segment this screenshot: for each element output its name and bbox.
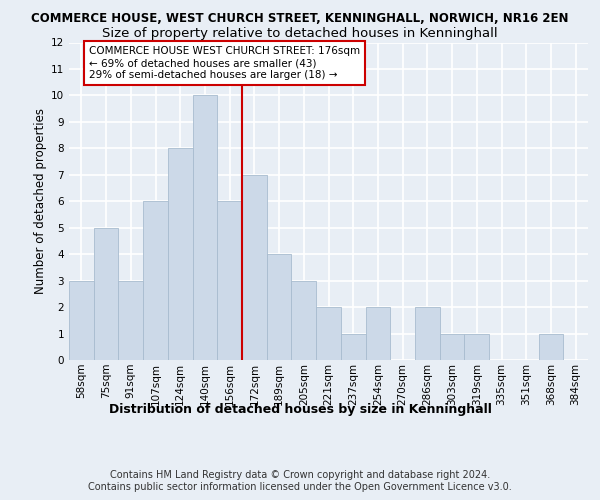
Bar bbox=[539, 334, 563, 360]
Bar bbox=[365, 307, 390, 360]
Bar bbox=[217, 201, 242, 360]
Bar bbox=[118, 280, 143, 360]
Bar bbox=[464, 334, 489, 360]
Bar bbox=[94, 228, 118, 360]
Text: Distribution of detached houses by size in Kenninghall: Distribution of detached houses by size … bbox=[109, 402, 491, 415]
Text: Size of property relative to detached houses in Kenninghall: Size of property relative to detached ho… bbox=[102, 28, 498, 40]
Bar bbox=[168, 148, 193, 360]
Bar bbox=[415, 307, 440, 360]
Bar bbox=[440, 334, 464, 360]
Bar bbox=[193, 96, 217, 360]
Bar bbox=[242, 175, 267, 360]
Text: COMMERCE HOUSE, WEST CHURCH STREET, KENNINGHALL, NORWICH, NR16 2EN: COMMERCE HOUSE, WEST CHURCH STREET, KENN… bbox=[31, 12, 569, 26]
Bar bbox=[292, 280, 316, 360]
Y-axis label: Number of detached properties: Number of detached properties bbox=[34, 108, 47, 294]
Text: Contains HM Land Registry data © Crown copyright and database right 2024.
Contai: Contains HM Land Registry data © Crown c… bbox=[88, 470, 512, 492]
Bar bbox=[143, 201, 168, 360]
Bar bbox=[341, 334, 365, 360]
Bar bbox=[69, 280, 94, 360]
Bar bbox=[267, 254, 292, 360]
Text: COMMERCE HOUSE WEST CHURCH STREET: 176sqm
← 69% of detached houses are smaller (: COMMERCE HOUSE WEST CHURCH STREET: 176sq… bbox=[89, 46, 360, 80]
Bar bbox=[316, 307, 341, 360]
